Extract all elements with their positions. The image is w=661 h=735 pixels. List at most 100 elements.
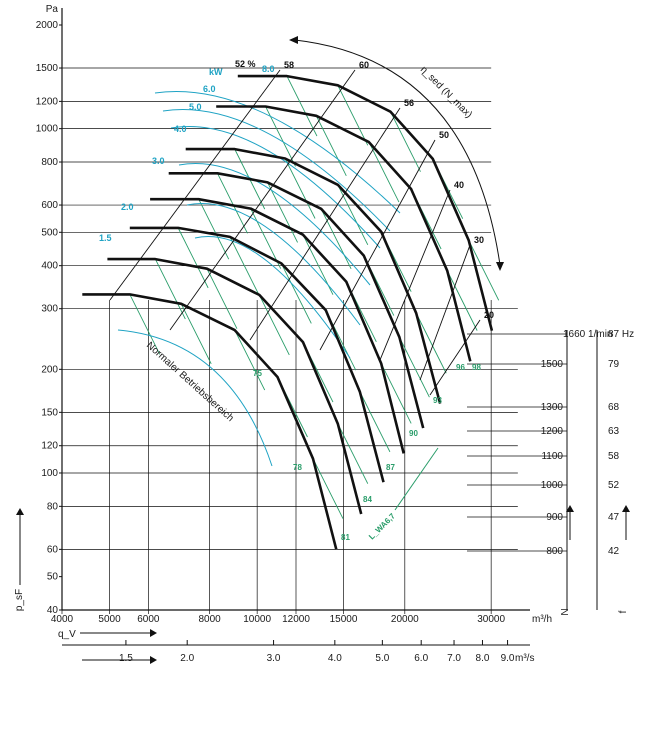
sound-line <box>337 423 369 484</box>
x-axis-arrowhead <box>150 629 157 637</box>
sound-line <box>380 363 412 424</box>
x2-tick-label: 2.0 <box>180 653 194 664</box>
fan-curve-1200 <box>168 172 425 429</box>
sound-line <box>229 236 261 298</box>
freq-axis-name: f <box>618 610 629 613</box>
x-tick-label: 20000 <box>391 614 419 625</box>
y-tick-label: 400 <box>41 261 58 272</box>
sound-label: 87 <box>386 463 395 472</box>
sound-line <box>337 85 369 146</box>
efficiency-label: 56 <box>404 98 414 108</box>
efficiency-line <box>169 69 356 331</box>
sound-line <box>399 336 430 398</box>
y-axis-arrowhead <box>16 508 24 515</box>
x-tick-label: 6000 <box>137 614 160 625</box>
y-axis-name: p_sF <box>14 589 25 611</box>
freq-tick-label: 47 <box>608 512 620 523</box>
efficiency-max-label: 52 % <box>235 59 256 69</box>
x-tick-label: 4000 <box>51 614 74 625</box>
sound-label: 90 <box>409 429 418 438</box>
speed-arrowhead <box>566 505 574 512</box>
x-tick-label: 15000 <box>330 614 358 625</box>
freq-tick-label: 87 Hz <box>608 329 634 340</box>
sound-label: 96 <box>456 363 465 372</box>
freq-tick-label: 63 <box>608 426 620 437</box>
x2-unit-label: m³/s <box>515 653 534 664</box>
eta-arrowhead-left <box>289 36 298 44</box>
sound-label: 81 <box>341 533 350 542</box>
efficiency-line <box>319 139 436 351</box>
sound-line <box>368 141 400 203</box>
power-label: 3.0 <box>152 156 165 166</box>
eta-arrowhead-bottom <box>496 262 504 271</box>
y-tick-label: 40 <box>47 605 59 616</box>
y-tick-label: 150 <box>41 407 58 418</box>
y-tick-label: 2000 <box>36 20 59 31</box>
fan-curve-1000 <box>129 226 385 483</box>
sound-line <box>390 111 421 172</box>
sound-line <box>198 198 230 260</box>
sound-line <box>315 115 347 176</box>
fan-curve-1100 <box>150 197 405 454</box>
normal-range-arrow <box>117 329 273 467</box>
y-tick-label: 600 <box>41 200 58 211</box>
efficiency-lines <box>109 69 481 396</box>
freq-tick-label: 58 <box>608 451 620 462</box>
sound-line <box>217 173 248 234</box>
speed-axis-name: N <box>560 608 571 615</box>
sound-line <box>320 208 352 270</box>
sound-label: 78 <box>293 463 302 472</box>
sound-label: 93 <box>433 396 442 405</box>
sound-line <box>250 208 282 269</box>
sound-line <box>286 75 318 137</box>
fan-curves <box>82 74 494 550</box>
y-tick-label: 80 <box>47 501 59 512</box>
power-curve <box>162 109 391 232</box>
x-tick-label: 5000 <box>98 614 121 625</box>
sound-line <box>359 391 391 453</box>
x-tick-label: 10000 <box>243 614 271 625</box>
speed-tick-label: 1500 <box>541 359 564 370</box>
freq-tick-label: 79 <box>608 359 620 370</box>
power-curve <box>154 91 401 214</box>
tick-labels: 2000 1500 1200 1000 800 600 500 400 300 200 150 120… <box>36 4 634 664</box>
power-curve <box>178 163 371 286</box>
sound-line <box>280 263 312 324</box>
sound-line <box>312 458 344 519</box>
freq-tick-label: 52 <box>608 480 620 491</box>
efficiency-label: 60 <box>359 60 369 70</box>
sound-line <box>267 182 298 243</box>
y-tick-label: 50 <box>47 572 59 583</box>
freq-arrowhead <box>622 505 630 512</box>
efficiency-label: 20 <box>484 310 494 320</box>
x-axis-name: q_V <box>58 629 76 640</box>
fan-curve-1300 <box>185 147 442 404</box>
y-tick-label: 120 <box>41 441 58 452</box>
y-tick-label: 100 <box>41 468 58 479</box>
y-tick-label: 1500 <box>36 63 59 74</box>
eta-annotation: η_sed (N_max) <box>418 64 474 120</box>
sound-label: 98 <box>472 363 481 372</box>
sound-line <box>284 158 316 219</box>
x-tick-label: 30000 <box>477 614 505 625</box>
power-label: 5.0 <box>189 102 202 112</box>
chart-grid <box>59 8 598 646</box>
x-tick-label: 8000 <box>199 614 222 625</box>
freq-tick-label: 68 <box>608 402 620 413</box>
sound-line <box>415 313 447 374</box>
y-unit-label: Pa <box>46 4 59 15</box>
y-tick-label: 300 <box>41 304 58 315</box>
y-tick-label: 1000 <box>36 124 59 135</box>
sound-line <box>337 184 369 245</box>
efficiency-label: 30 <box>474 235 484 245</box>
y-tick-label: 200 <box>41 364 58 375</box>
lwa-annotation: L_WA6,7 <box>367 511 397 541</box>
sound-line <box>234 329 266 391</box>
speed-tick-label: 800 <box>546 546 563 557</box>
power-curve <box>170 126 381 249</box>
x-unit-label: m³/h <box>532 614 552 625</box>
power-label: 8.0 <box>262 64 275 74</box>
lwa-arrow <box>394 447 439 511</box>
fan-curve-900 <box>107 257 363 515</box>
